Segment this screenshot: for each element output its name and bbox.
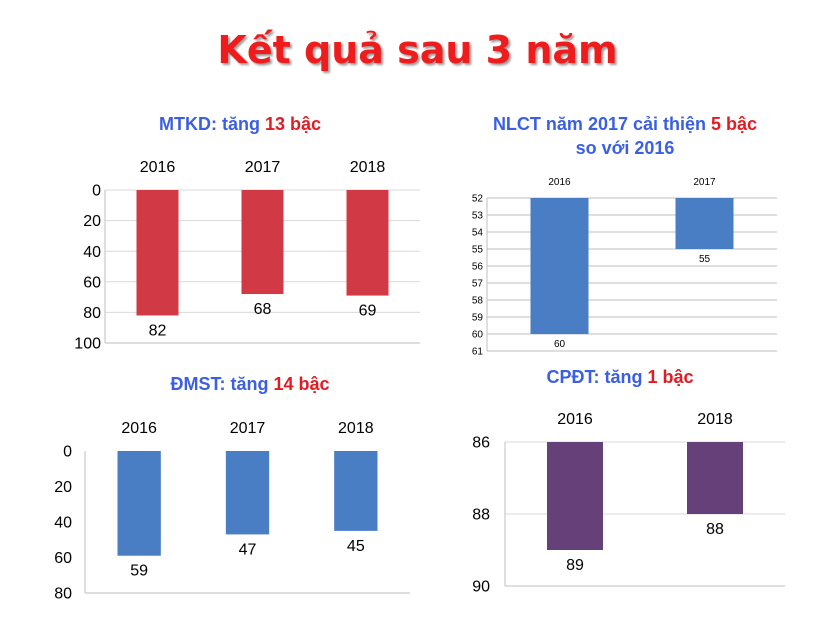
chart-title-dmst-highlight: 14 bậc bbox=[273, 374, 330, 394]
data-label: 88 bbox=[706, 521, 724, 538]
x-category-label: 2017 bbox=[230, 420, 266, 437]
bar bbox=[136, 190, 179, 316]
chart-dmst: 0 20 40 60 80 2016 59 2017 47 2018 45 bbox=[54, 420, 410, 603]
y-tick-label: 60 bbox=[472, 330, 484, 341]
x-category-label: 2016 bbox=[121, 420, 157, 437]
y-tick-label: 90 bbox=[472, 579, 490, 596]
chart-title-nlct: NLCT năm 2017 cải thiện 5 bậc so với 201… bbox=[480, 112, 770, 160]
y-tick-label: 86 bbox=[472, 435, 490, 452]
bar bbox=[687, 442, 743, 514]
y-tick-label: 40 bbox=[83, 244, 101, 261]
y-tick-label: 20 bbox=[54, 479, 72, 496]
chart-cpdt: 86 88 90 2016 89 2018 88 bbox=[472, 411, 785, 596]
x-category-label: 2017 bbox=[693, 177, 716, 188]
y-tick-label: 0 bbox=[92, 183, 101, 200]
y-tick-label: 58 bbox=[472, 296, 484, 307]
y-tick-label: 20 bbox=[83, 213, 101, 230]
x-category-label: 2017 bbox=[245, 159, 281, 176]
y-tick-label: 53 bbox=[472, 211, 484, 222]
data-label: 45 bbox=[347, 538, 365, 555]
data-label: 60 bbox=[554, 339, 566, 350]
data-label: 68 bbox=[254, 301, 272, 318]
data-label: 55 bbox=[699, 254, 711, 265]
y-tick-label: 60 bbox=[54, 550, 72, 567]
chart-title-cpdt: CPĐT: tăng 1 bậc bbox=[490, 365, 750, 389]
chart-title-mtkd-highlight: 13 bậc bbox=[264, 114, 322, 134]
x-category-label: 2018 bbox=[350, 159, 386, 176]
bar bbox=[225, 451, 270, 535]
data-label: 59 bbox=[130, 563, 148, 580]
y-tick-label: 61 bbox=[472, 347, 484, 358]
bar bbox=[530, 198, 589, 334]
data-label: 47 bbox=[239, 541, 257, 558]
bar bbox=[547, 442, 603, 550]
y-tick-label: 56 bbox=[472, 262, 484, 273]
y-tick-label: 88 bbox=[472, 507, 490, 524]
chart-title-dmst: ĐMST: tăng 14 bậc bbox=[120, 372, 380, 396]
chart-title-nlct-highlight: 5 bậc bbox=[711, 114, 758, 134]
y-tick-label: 40 bbox=[54, 515, 72, 532]
y-tick-label: 54 bbox=[472, 228, 484, 239]
y-tick-label: 59 bbox=[472, 313, 484, 324]
chart-title-mtkd-prefix: MTKD: tăng bbox=[158, 114, 265, 134]
y-tick-label: 80 bbox=[54, 586, 72, 603]
chart-mtkd: 0 20 40 60 80 100 2016 82 2017 68 2018 69 bbox=[74, 159, 420, 353]
chart-title-dmst-prefix: ĐMST: tăng bbox=[170, 374, 274, 394]
page-title: Kết quả sau 3 năm bbox=[217, 28, 618, 72]
data-label: 89 bbox=[566, 557, 584, 574]
bar bbox=[334, 451, 378, 531]
x-category-label: 2016 bbox=[548, 177, 571, 188]
y-tick-label: 0 bbox=[63, 444, 72, 461]
x-category-label: 2016 bbox=[140, 159, 176, 176]
x-category-label: 2016 bbox=[557, 411, 593, 428]
chart-title-nlct-prefix: NLCT năm 2017 cải thiện bbox=[492, 114, 712, 134]
bar bbox=[346, 190, 389, 296]
y-tick-label: 100 bbox=[74, 336, 101, 353]
bar bbox=[117, 451, 161, 556]
chart-nlct: 52 53 54 55 56 57 58 59 60 61 2016 60 2017 55 bbox=[472, 177, 777, 358]
x-category-label: 2018 bbox=[697, 411, 733, 428]
y-tick-label: 57 bbox=[472, 279, 484, 290]
chart-title-mtkd: MTKD: tăng 13 bậc bbox=[110, 112, 370, 136]
chart-title-cpdt-prefix: CPĐT: tăng bbox=[546, 367, 648, 387]
bar bbox=[675, 198, 734, 249]
data-label: 82 bbox=[149, 322, 167, 339]
chart-title-nlct-suffix: so với 2016 bbox=[575, 138, 675, 158]
y-tick-label: 80 bbox=[83, 305, 101, 322]
bar bbox=[241, 190, 284, 295]
y-tick-label: 60 bbox=[83, 274, 101, 291]
y-tick-label: 52 bbox=[472, 194, 484, 205]
chart-title-cpdt-highlight: 1 bậc bbox=[647, 367, 694, 387]
data-label: 69 bbox=[359, 303, 377, 320]
x-category-label: 2018 bbox=[338, 420, 374, 437]
y-tick-label: 55 bbox=[472, 245, 484, 256]
